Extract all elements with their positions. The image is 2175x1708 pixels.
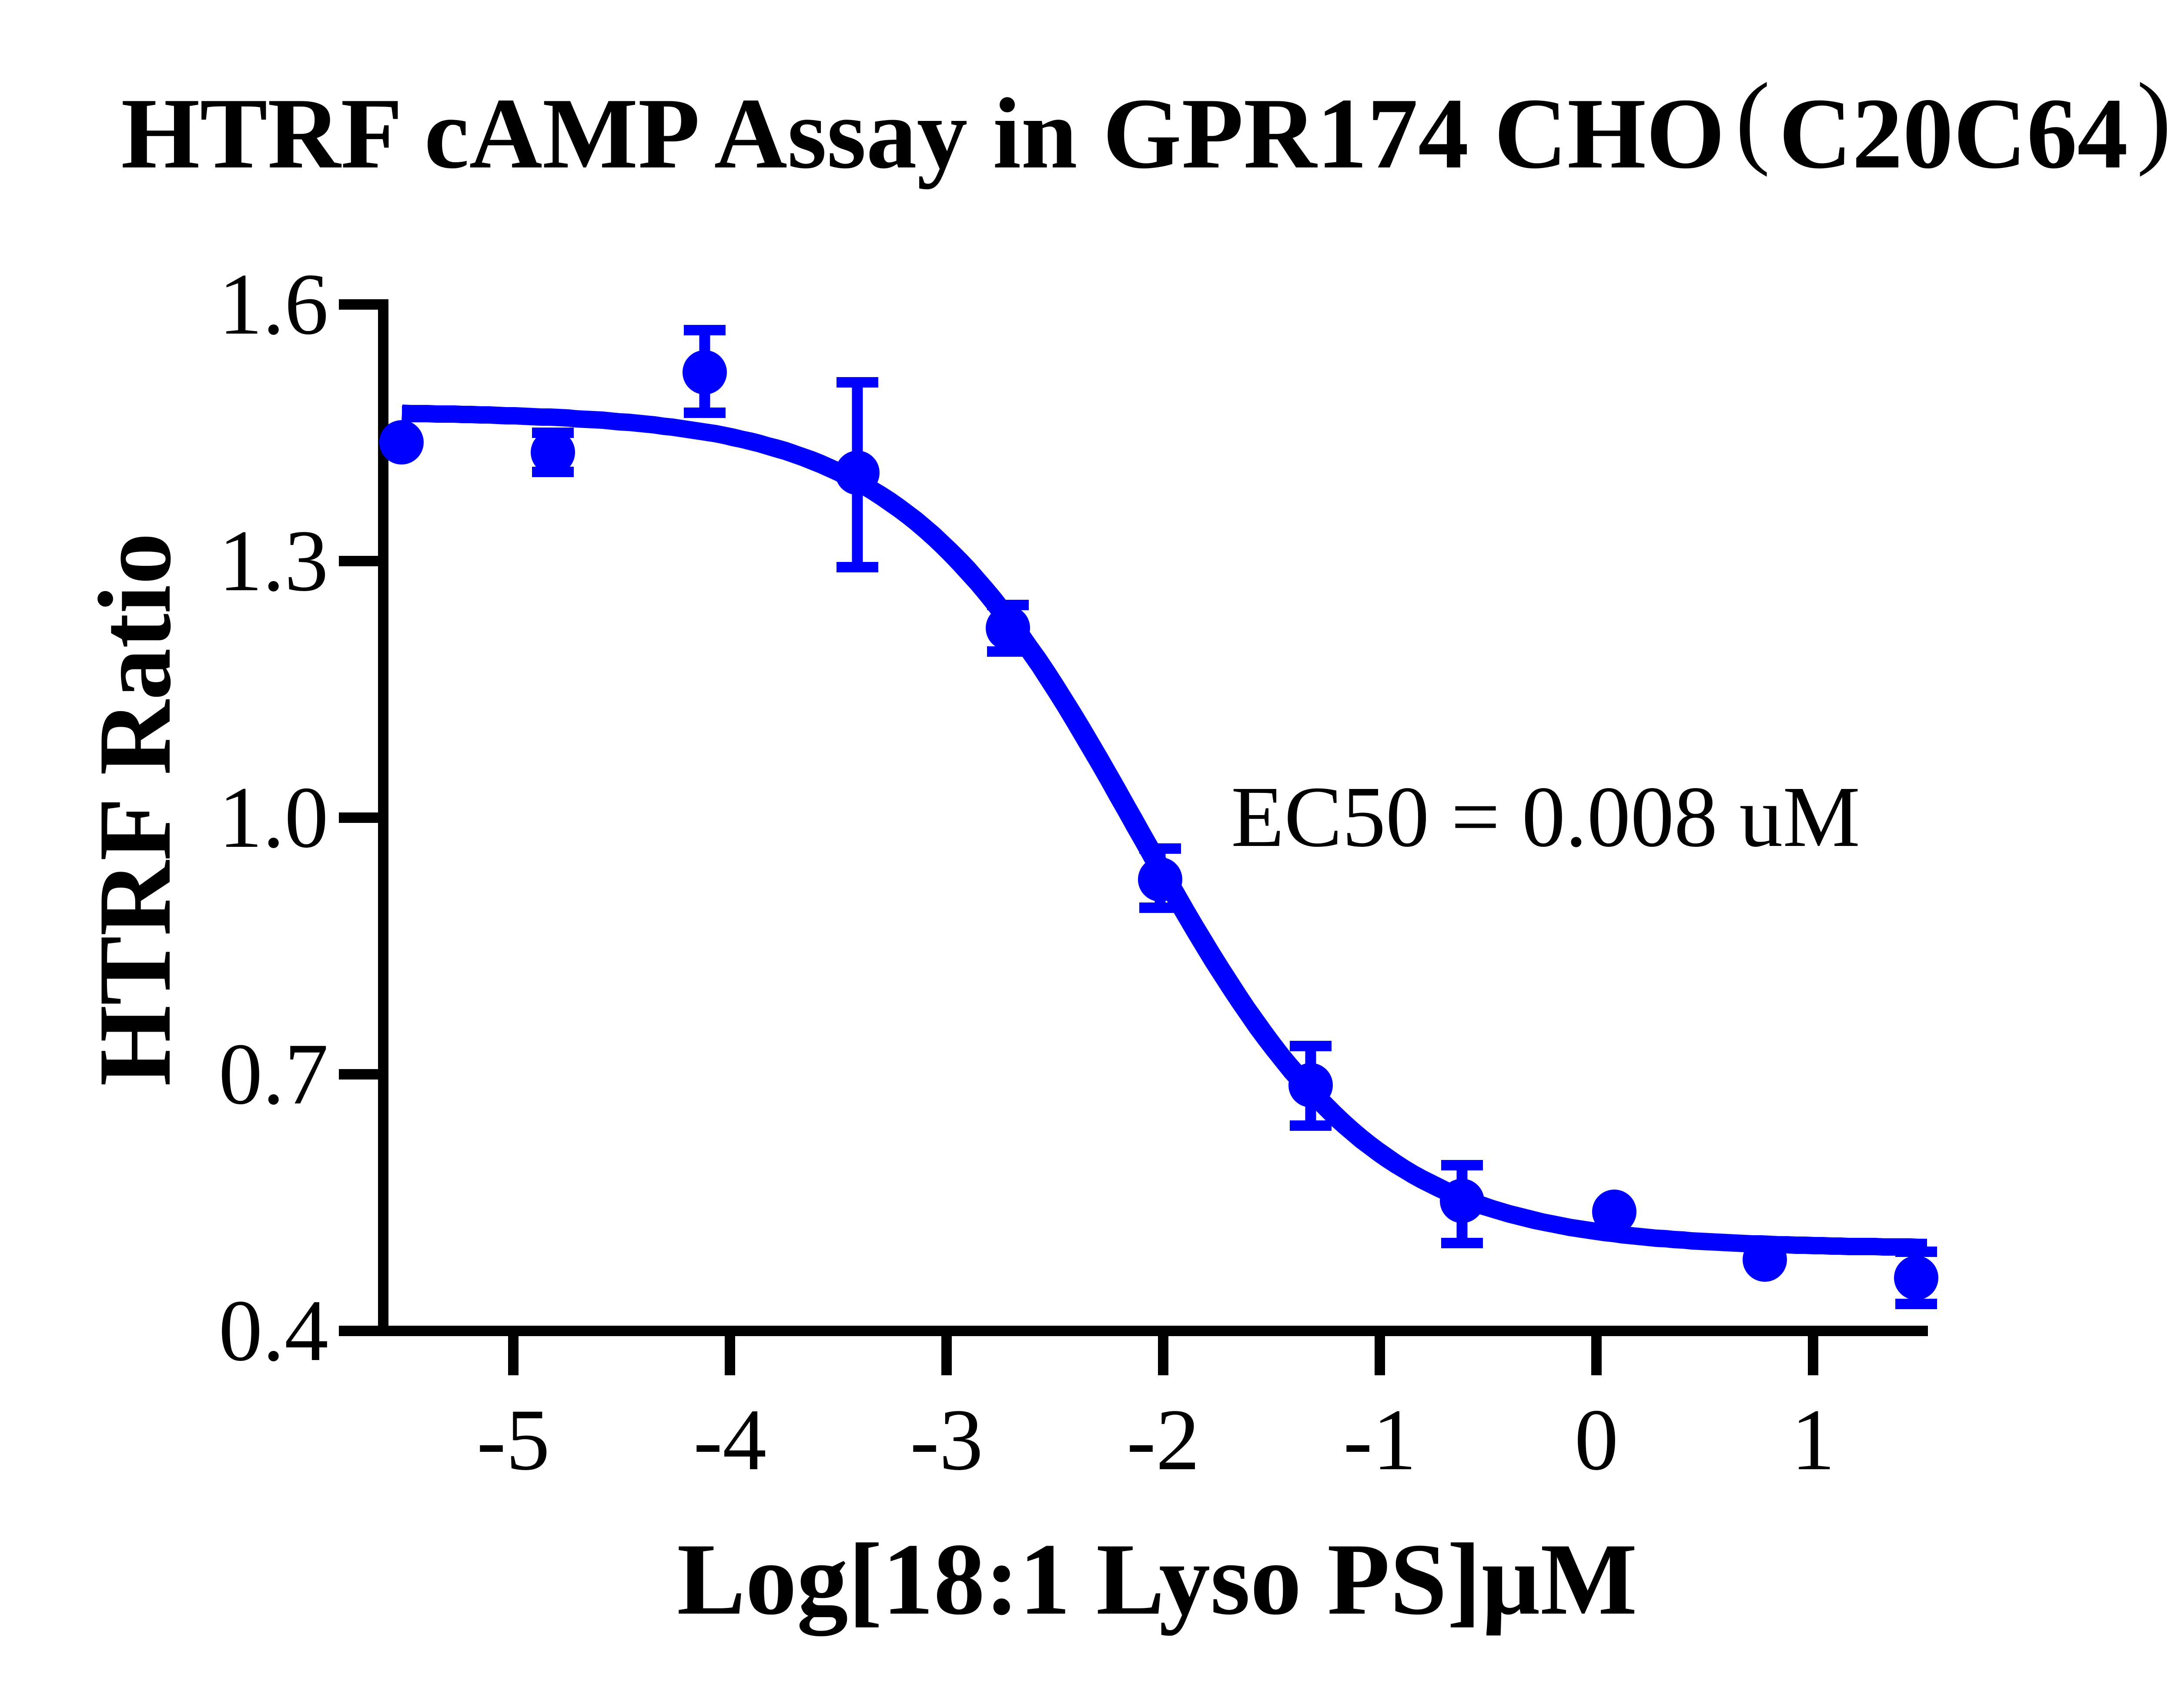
svg-text:1: 1 (1791, 1391, 1835, 1488)
svg-text:-5: -5 (477, 1391, 550, 1488)
svg-text:-4: -4 (693, 1391, 766, 1488)
svg-text:1.0: 1.0 (219, 769, 329, 866)
svg-text:-3: -3 (910, 1391, 983, 1488)
svg-text:HTRF Ratio: HTRF Ratio (77, 533, 192, 1086)
svg-text:-2: -2 (1127, 1391, 1200, 1488)
svg-text:-1: -1 (1343, 1391, 1416, 1488)
svg-text:1.3: 1.3 (219, 512, 329, 609)
svg-text:HTRF cAMP Assay in GPR174 CHO(: HTRF cAMP Assay in GPR174 CHO (C20C64) (121, 61, 2171, 190)
svg-text:Log[18:1 Lyso PS]µM: Log[18:1 Lyso PS]µM (677, 1523, 1637, 1636)
svg-text:1.6: 1.6 (219, 255, 329, 353)
svg-text:0.7: 0.7 (219, 1025, 329, 1123)
svg-text:EC50 = 0.008 uM: EC50 = 0.008 uM (1231, 769, 1860, 865)
svg-text:0: 0 (1575, 1391, 1619, 1488)
svg-text:0.4: 0.4 (219, 1282, 329, 1379)
